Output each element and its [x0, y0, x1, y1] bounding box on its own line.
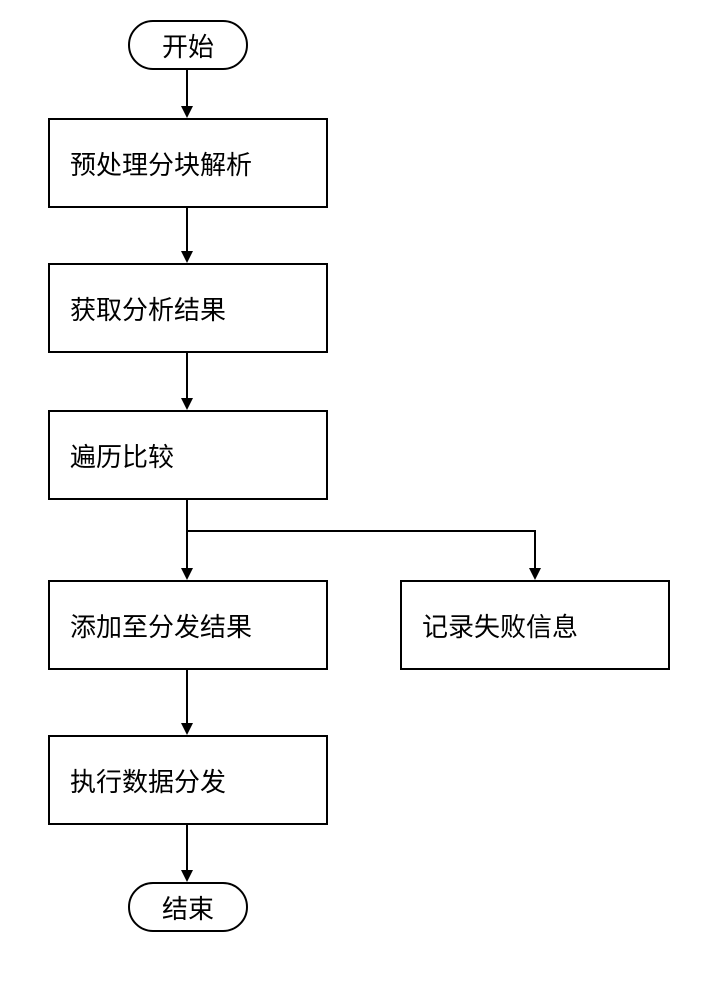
- arrow-head: [181, 723, 193, 735]
- step4b-node: 记录失败信息: [400, 580, 670, 670]
- step1-node: 预处理分块解析: [48, 118, 328, 208]
- edge-step5-end: [186, 825, 188, 872]
- step1-label: 预处理分块解析: [50, 145, 252, 182]
- arrow-head: [181, 251, 193, 263]
- arrow-head: [181, 870, 193, 882]
- start-node: 开始: [128, 20, 248, 70]
- edge-start-step1: [186, 70, 188, 108]
- edge-step3-branch-h: [186, 530, 536, 532]
- step3-node: 遍历比较: [48, 410, 328, 500]
- edge-branch-step4: [186, 530, 188, 570]
- step2-label: 获取分析结果: [50, 290, 226, 327]
- step5-node: 执行数据分发: [48, 735, 328, 825]
- edge-step4-step5: [186, 670, 188, 725]
- end-node: 结束: [128, 882, 248, 932]
- end-label: 结束: [162, 889, 214, 926]
- edge-step2-step3: [186, 353, 188, 400]
- arrow-head: [181, 568, 193, 580]
- edge-branch-step4b: [534, 530, 536, 570]
- arrow-head: [181, 106, 193, 118]
- step2-node: 获取分析结果: [48, 263, 328, 353]
- step3-label: 遍历比较: [50, 437, 174, 474]
- arrow-head: [181, 398, 193, 410]
- step4b-label: 记录失败信息: [402, 607, 578, 644]
- step5-label: 执行数据分发: [50, 762, 226, 799]
- edge-step1-step2: [186, 208, 188, 253]
- step4-node: 添加至分发结果: [48, 580, 328, 670]
- edge-step3-branch-v1: [186, 500, 188, 530]
- arrow-head: [529, 568, 541, 580]
- start-label: 开始: [162, 27, 214, 64]
- step4-label: 添加至分发结果: [50, 607, 252, 644]
